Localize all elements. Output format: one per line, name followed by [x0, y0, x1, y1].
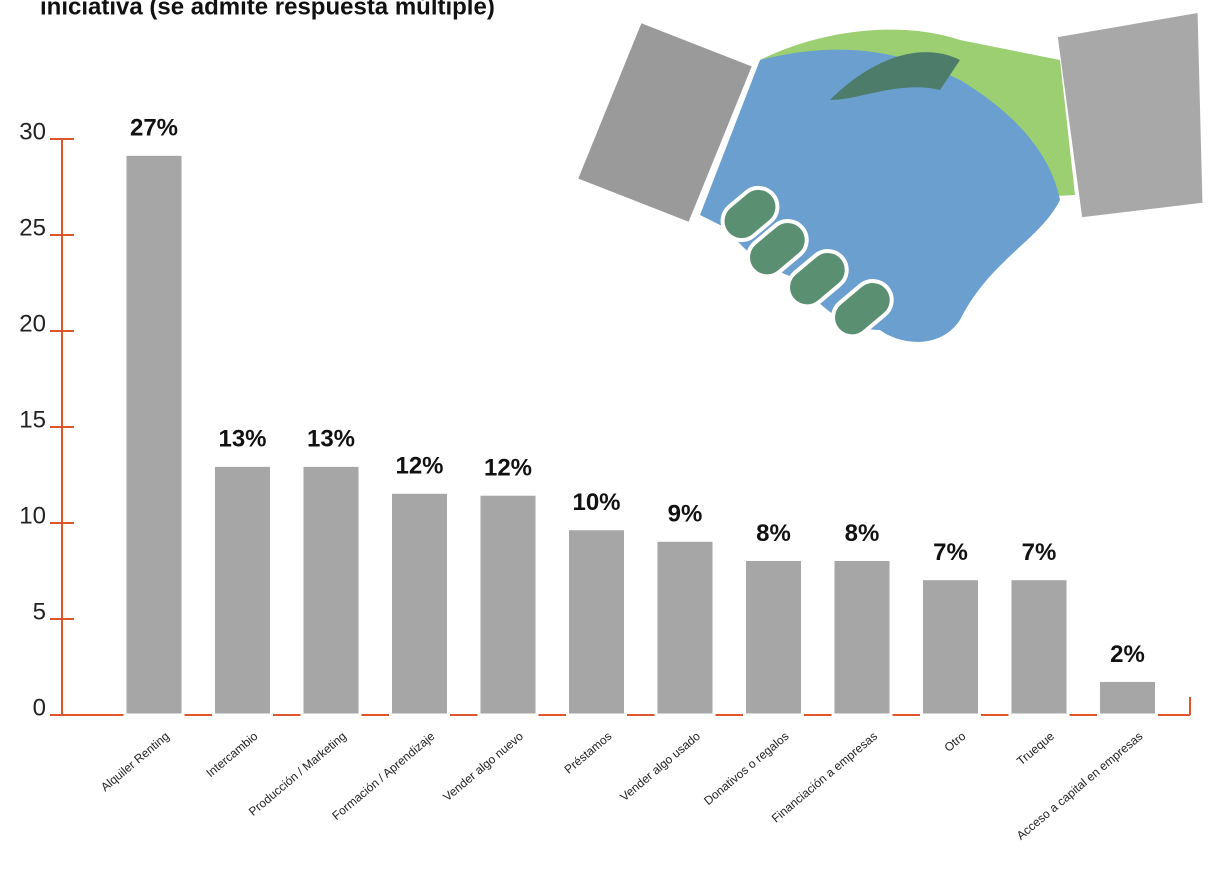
y-tick-label: 10 [19, 502, 46, 529]
bar [831, 557, 893, 717]
bar [1008, 577, 1070, 717]
x-tick-label: Producción / Marketing [246, 729, 349, 819]
bar-label: 10% [572, 489, 620, 516]
x-tick-label: Alquiler Renting [98, 729, 172, 794]
y-tick-label: 15 [19, 406, 46, 433]
x-tick-label: Trueque [1014, 729, 1057, 768]
bar-label: 13% [218, 426, 266, 453]
bar [920, 577, 981, 717]
bar [654, 538, 716, 717]
bar [743, 557, 804, 717]
y-tick-label: 30 [19, 118, 46, 145]
bar [212, 463, 273, 717]
bar-label: 9% [668, 501, 703, 528]
bar-label: 8% [756, 520, 791, 547]
x-tick-label: Vender algo usado [617, 729, 703, 804]
x-tick-label: Préstamos [562, 729, 615, 777]
y-tick-label: 5 [33, 598, 46, 625]
handshake-illustration [571, 7, 1208, 342]
bar [1097, 678, 1158, 717]
x-tick-label: Formación / Aprendizaje [329, 729, 437, 823]
y-tick-label: 25 [19, 214, 46, 241]
bar [123, 152, 185, 717]
chart-title: iniciativa (se admite respuesta múltiple… [40, 0, 495, 20]
bar-label: 12% [395, 453, 443, 480]
y-tick-label: 20 [19, 310, 46, 337]
bar-label: 27% [130, 115, 178, 142]
bar-label: 12% [484, 455, 532, 482]
bar-label: 7% [1022, 539, 1057, 566]
bar [389, 490, 450, 717]
y-tick-label: 0 [33, 694, 46, 721]
x-tick-label: Intercambio [203, 729, 260, 780]
x-tick-label: Vender algo nuevo [440, 729, 526, 804]
bar-label: 7% [933, 539, 968, 566]
x-tick-label: Donativos o regalos [701, 729, 791, 808]
bar [566, 527, 627, 717]
bar-label: 8% [845, 520, 880, 547]
bar-label: 13% [307, 426, 355, 453]
bar-label: 2% [1110, 641, 1145, 668]
x-tick-label: Otro [942, 729, 969, 755]
bar [300, 463, 362, 717]
bar [477, 492, 539, 717]
